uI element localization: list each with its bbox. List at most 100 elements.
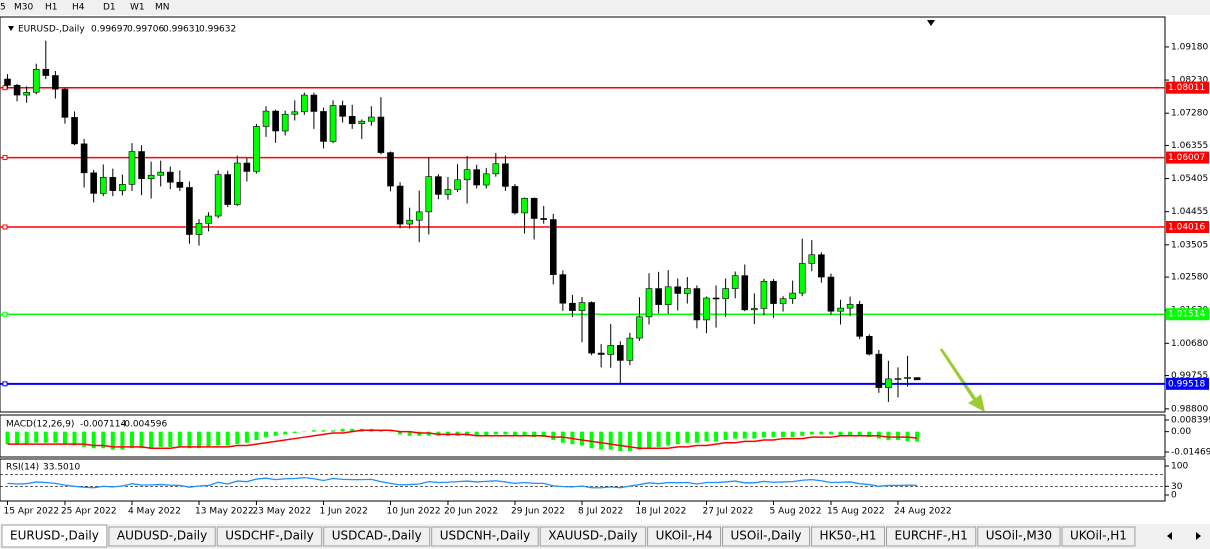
macd-main-value: -0.007114 — [80, 420, 126, 430]
tab[interactable] — [323, 526, 431, 547]
tab-label[interactable]: XAUUSD-,Daily — [548, 529, 637, 543]
macd-bar — [915, 431, 920, 442]
rsi-y-tick-label: 0 — [1171, 491, 1177, 501]
macd-bar — [819, 431, 824, 435]
macd-bar — [340, 428, 345, 432]
macd-bar — [149, 431, 154, 449]
macd-bar — [5, 431, 10, 445]
candle-body — [521, 197, 528, 214]
timeframe-button[interactable]: W1 — [130, 3, 145, 13]
timeframe-button[interactable]: 5 — [0, 3, 6, 13]
tab[interactable] — [811, 526, 886, 547]
candle-body — [119, 184, 126, 191]
candle-body — [90, 172, 97, 194]
macd-bar — [742, 431, 747, 439]
timeframe-button[interactable]: H4 — [72, 3, 85, 13]
candle-body — [502, 163, 509, 187]
y-tick-label: 1.03505 — [1171, 240, 1208, 250]
tab-label[interactable]: UKOil-,H4 — [656, 529, 713, 543]
tab-label[interactable]: AUDUSD-,Daily — [117, 529, 207, 543]
level-price-box — [1166, 81, 1209, 94]
tab-label[interactable]: USOil-,M30 — [986, 529, 1052, 543]
candle-body — [13, 84, 21, 96]
tab-label[interactable]: USOil-,Daily — [731, 529, 802, 543]
x-tick-label: 8 Jul 2022 — [578, 507, 623, 517]
macd-bar — [704, 431, 709, 442]
candle-body — [310, 94, 318, 112]
tab-scroll-left[interactable] — [1167, 532, 1172, 540]
timeframe-button[interactable]: MN — [155, 3, 170, 13]
candle-body — [569, 302, 576, 311]
timeframe-button[interactable]: M30 — [14, 3, 33, 13]
timeframe-button[interactable]: H1 — [45, 3, 58, 13]
candle-body — [214, 174, 222, 217]
level-price-label: 1.01514 — [1168, 310, 1205, 320]
tab[interactable] — [1, 524, 108, 548]
macd-bar — [828, 431, 833, 435]
tab-label[interactable]: UKOil-,H1 — [1070, 529, 1127, 543]
tab-label[interactable]: HK50-,H1 — [820, 529, 877, 543]
tab[interactable] — [431, 526, 539, 547]
macd-bar — [551, 431, 556, 440]
candle-body — [664, 286, 672, 305]
macd-bar — [43, 431, 48, 443]
tab-label[interactable]: EURCHF-,H1 — [895, 529, 968, 543]
macd-panel — [0, 414, 1166, 458]
timeframe-button[interactable]: D1 — [103, 3, 116, 13]
candle-body — [731, 275, 739, 289]
candle-body — [52, 75, 59, 90]
tab-label[interactable]: USDCNH-,Daily — [440, 529, 531, 543]
macd-signal-line — [7, 429, 918, 450]
tab[interactable] — [108, 526, 216, 547]
macd-bar — [254, 431, 259, 440]
tab-scroll-right[interactable] — [1196, 532, 1201, 540]
candle-body — [253, 126, 260, 172]
macd-bar — [206, 431, 211, 447]
tab[interactable] — [1061, 526, 1136, 547]
level-anchor — [2, 381, 8, 387]
tab-label[interactable]: USDCHF-,Daily — [225, 529, 313, 543]
tab[interactable] — [647, 526, 722, 547]
candle-body — [301, 94, 308, 113]
macd-bar — [53, 431, 58, 443]
candle-body — [23, 91, 30, 96]
x-tick-label: 27 Jul 2022 — [702, 507, 753, 517]
macd-bar — [177, 431, 182, 447]
macd-bar — [895, 431, 900, 440]
ohlc-open: 0.99697 — [91, 25, 128, 35]
candle-body — [176, 181, 184, 188]
candle-body — [549, 219, 557, 275]
candle-body — [674, 286, 682, 294]
tab[interactable] — [886, 526, 977, 547]
rsi-y-tick-label: 100 — [1171, 462, 1188, 472]
macd-signal-value: -0.004596 — [121, 420, 167, 430]
tab-label[interactable]: USDCAD-,Daily — [332, 529, 422, 543]
candle-body — [626, 337, 634, 361]
macd-bar — [311, 430, 316, 432]
macd-bar — [618, 431, 623, 452]
macd-bar — [34, 431, 39, 443]
candle-body — [406, 219, 413, 225]
macd-bar — [302, 431, 307, 433]
macd-bar — [120, 431, 125, 450]
tab[interactable] — [216, 526, 323, 547]
candle-body — [779, 298, 787, 304]
candle-body — [885, 378, 892, 388]
tab[interactable] — [977, 526, 1061, 547]
tab[interactable] — [722, 526, 811, 547]
tab[interactable] — [539, 526, 647, 547]
macd-bar — [197, 431, 201, 449]
candle-body — [751, 308, 758, 311]
candle-body — [109, 177, 117, 191]
candle-body — [348, 116, 356, 124]
candle-body — [42, 68, 50, 76]
tab-label[interactable]: EURUSD-,Daily — [10, 529, 99, 543]
candle-body — [597, 352, 605, 355]
macd-bar — [867, 431, 872, 438]
macd-bar — [522, 431, 527, 436]
level-anchor — [2, 224, 8, 230]
level-price-label: 0.99518 — [1168, 379, 1205, 389]
candle-body — [339, 105, 346, 117]
candle-body — [712, 297, 720, 300]
candle-body — [396, 185, 404, 225]
